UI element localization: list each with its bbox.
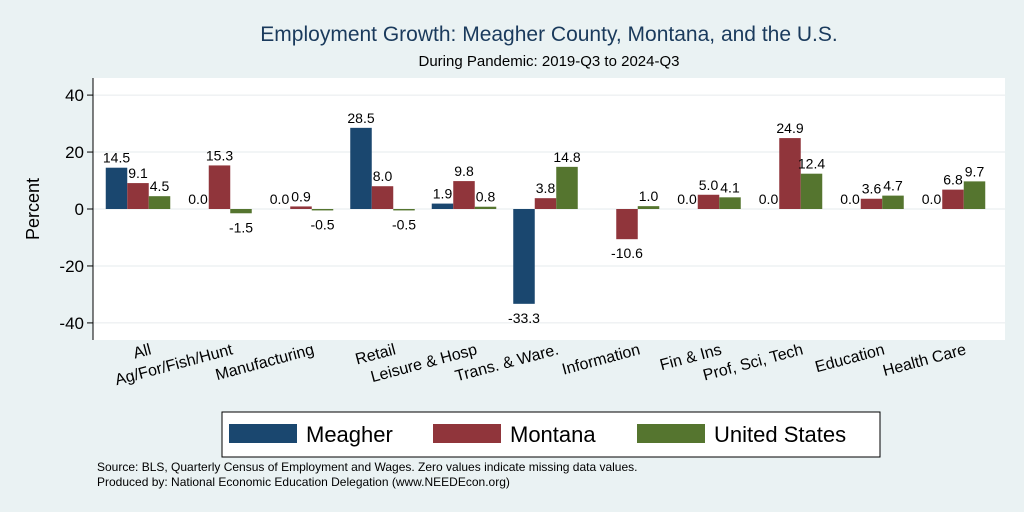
y-axis: -40 -20 0 20 40	[59, 78, 94, 340]
legend: Meagher Montana United States	[221, 411, 881, 458]
data-label: 1.9	[433, 186, 453, 202]
y-tick-label: 0	[75, 200, 84, 219]
data-label: 9.7	[965, 163, 985, 179]
data-label: -0.5	[310, 216, 334, 232]
bar-meagher-trans-ware	[513, 209, 535, 304]
data-label: 3.8	[536, 180, 556, 196]
y-tick-label: -20	[59, 257, 84, 276]
bar-united-states-all	[148, 196, 171, 209]
data-label: -0.5	[392, 216, 416, 232]
data-label: 0.0	[840, 191, 860, 207]
bar-united-states-retail	[393, 209, 415, 211]
bar-montana-health-care	[942, 189, 964, 209]
data-label: 3.6	[862, 181, 882, 197]
data-label: -1.5	[229, 219, 253, 235]
bar-meagher-leisure-hosp	[431, 203, 454, 209]
bars	[105, 127, 986, 304]
bar-montana-education	[860, 198, 883, 209]
legend-label-montana: Montana	[510, 422, 596, 447]
data-labels: 14.59.14.50.015.3-1.50.0 0.9-0.528.58.0-0…	[103, 110, 985, 326]
bar-montana-trans-ware	[534, 198, 557, 209]
data-label: 8.0	[373, 168, 393, 184]
data-label: 4.1	[720, 179, 740, 195]
legend-label-united-states: United States	[714, 422, 846, 447]
bar-united-states-leisure-hosp	[474, 206, 497, 209]
bar-montana-leisure-hosp	[453, 181, 475, 209]
legend-swatch-montana	[433, 424, 501, 443]
x-tick-label-all: All	[131, 341, 153, 362]
produced-note: Produced by: National Economic Education…	[97, 475, 510, 489]
data-label: 0.0	[677, 191, 697, 207]
data-label: 0.0	[270, 191, 290, 207]
data-label: -10.6	[611, 245, 643, 261]
data-label: 5.0	[699, 177, 719, 193]
y-tick-label: 20	[65, 143, 84, 162]
y-tick-label: -40	[59, 314, 84, 333]
chart-title: Employment Growth: Meagher County, Monta…	[260, 23, 837, 46]
data-label: 0.9	[291, 188, 311, 204]
data-label: 14.5	[103, 150, 130, 166]
source-note: Source: BLS, Quarterly Census of Employm…	[97, 460, 637, 474]
data-label: 6.8	[943, 172, 963, 188]
bar-united-states-trans-ware	[556, 166, 578, 209]
data-label: 1.0	[639, 188, 659, 204]
bar-montana-retail	[371, 186, 394, 209]
data-label: 15.3	[206, 147, 233, 163]
data-label: 0.0	[759, 191, 779, 207]
data-label: 24.9	[776, 120, 803, 136]
y-tick-label: 40	[65, 86, 84, 105]
x-tick-label-education: Education	[813, 341, 886, 376]
x-tick-label-health-care: Health Care	[881, 341, 968, 380]
bar-united-states-manufacturing	[311, 209, 334, 211]
data-label: 9.1	[128, 165, 148, 181]
bar-montana-manufacturing	[290, 206, 312, 209]
legend-box	[221, 411, 881, 458]
data-label: 0.0	[922, 191, 942, 207]
y-axis-title: Percent	[23, 178, 43, 240]
bar-meagher-all	[105, 167, 128, 209]
x-tick-label-information: Information	[560, 341, 642, 378]
bar-united-states-fin-ins	[719, 197, 741, 209]
data-label: 0.8	[476, 189, 496, 205]
bar-united-states-prof-sci-tech	[800, 173, 823, 209]
bar-meagher-retail	[350, 127, 372, 209]
bar-united-states-education	[882, 195, 904, 209]
data-label: 28.5	[347, 110, 374, 126]
bar-montana-fin-ins	[697, 194, 720, 209]
data-label: 12.4	[798, 156, 825, 172]
bar-united-states-information	[637, 206, 660, 209]
legend-swatch-meagher	[229, 424, 297, 443]
bar-united-states-health-care	[963, 181, 986, 209]
bar-montana-information	[616, 209, 638, 240]
data-label: -33.3	[508, 310, 540, 326]
bar-montana-all	[127, 183, 149, 209]
bar-montana-ag-for-fish-hunt	[208, 165, 231, 209]
legend-label-meagher: Meagher	[306, 422, 393, 447]
data-label: 9.8	[454, 163, 474, 179]
data-label: 0.0	[188, 191, 208, 207]
bar-united-states-ag-for-fish-hunt	[230, 209, 252, 214]
chart-subtitle: During Pandemic: 2019-Q3 to 2024-Q3	[419, 53, 680, 70]
data-label: 4.5	[150, 178, 170, 194]
bar-montana-prof-sci-tech	[779, 138, 801, 209]
legend-swatch-united-states	[637, 424, 705, 443]
data-label: 4.7	[883, 178, 903, 194]
data-label: 14.8	[553, 149, 580, 165]
